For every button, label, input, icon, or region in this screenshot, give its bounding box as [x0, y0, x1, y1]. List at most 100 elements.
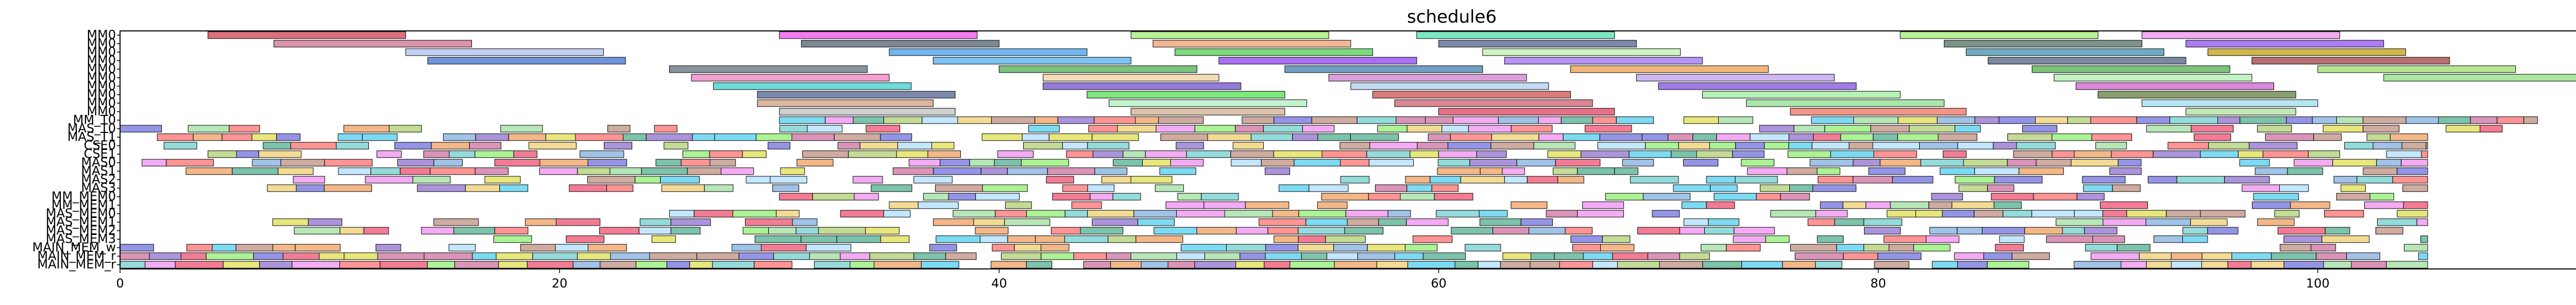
task-bar	[556, 218, 601, 226]
task-bar	[738, 252, 774, 260]
task-bar	[1614, 167, 1638, 175]
task-bar	[1597, 142, 1646, 149]
task-bar	[1954, 125, 1981, 132]
task-bar	[1897, 116, 1938, 124]
task-bar	[1298, 235, 1326, 243]
task-bar	[318, 252, 345, 260]
task-bar	[1180, 244, 1227, 251]
task-bar	[2200, 210, 2246, 217]
task-bar	[2095, 142, 2127, 149]
task-bar	[2274, 210, 2300, 217]
task-bar	[1765, 235, 1790, 243]
task-bar	[1602, 235, 1631, 243]
task-bar	[1317, 201, 1348, 209]
task-bar	[259, 261, 293, 268]
task-bar	[2074, 210, 2104, 217]
task-bar	[308, 218, 343, 226]
task-bar	[935, 184, 983, 192]
row-label: MM0	[87, 104, 116, 118]
task-bar	[1879, 159, 1921, 166]
task-bar	[929, 244, 957, 251]
task-bar	[469, 142, 502, 149]
task-bar	[1087, 184, 1115, 192]
task-bar	[2377, 218, 2417, 226]
task-bar	[1706, 201, 1735, 209]
task-bar	[1066, 150, 1094, 158]
task-bar	[2308, 150, 2340, 158]
task-bar	[779, 193, 813, 200]
task-bar	[2389, 133, 2428, 141]
task-bar	[1592, 261, 1618, 268]
task-bar	[801, 235, 837, 243]
task-bar	[670, 218, 711, 226]
task-bar	[1298, 227, 1345, 234]
task-bar	[1416, 31, 1615, 39]
task-bar	[1201, 193, 1239, 200]
task-bar	[1290, 261, 1335, 268]
task-bar	[1824, 125, 1871, 132]
task-bar	[1864, 227, 1901, 234]
task-bar	[377, 150, 402, 158]
task-bar	[587, 159, 628, 166]
task-bar	[1265, 252, 1302, 260]
task-bar	[2403, 201, 2428, 209]
task-bar	[853, 176, 883, 183]
task-bar	[2031, 210, 2075, 217]
task-bar	[1113, 159, 1143, 166]
task-bar	[1130, 31, 1329, 39]
task-bar	[1658, 82, 1857, 90]
task-bar	[933, 57, 1131, 64]
task-bar	[1840, 133, 1874, 141]
task-bar	[622, 133, 647, 141]
task-bar	[709, 150, 743, 158]
task-bar	[251, 133, 277, 141]
task-bar	[2262, 150, 2309, 158]
task-bar	[1007, 235, 1036, 243]
task-bar	[2185, 40, 2384, 47]
task-bar	[166, 159, 214, 166]
task-bar	[1790, 108, 1967, 115]
row-label: MAIN_MEM_r	[37, 248, 116, 263]
task-bar	[1417, 142, 1448, 149]
task-bar	[1504, 176, 1528, 183]
task-bar	[529, 142, 577, 149]
task-bar	[754, 235, 802, 243]
task-bar	[1479, 210, 1508, 217]
task-bar	[1035, 235, 1065, 243]
task-bar	[1818, 176, 1854, 183]
task-bar	[1931, 261, 1958, 268]
task-bar	[880, 235, 910, 243]
task-bar	[1434, 193, 1473, 200]
x-tick-label: 100	[2306, 276, 2330, 291]
task-bar	[2067, 116, 2091, 124]
task-bar	[1447, 142, 1492, 149]
task-bar	[513, 150, 537, 158]
task-bar	[2231, 252, 2272, 260]
task-bar	[577, 167, 611, 175]
task-bar	[175, 261, 224, 268]
task-bar	[580, 150, 624, 158]
task-bar	[1622, 159, 1654, 166]
task-bar	[969, 159, 995, 166]
task-bar	[212, 244, 236, 251]
task-bar	[1764, 142, 1789, 149]
task-bar	[1294, 159, 1341, 166]
task-bar	[2283, 261, 2324, 268]
task-bar	[1057, 116, 1095, 124]
task-bar	[1026, 210, 1065, 217]
task-bar	[1974, 116, 1999, 124]
task-bar	[157, 133, 194, 141]
task-bar	[1726, 244, 1761, 251]
task-bar	[2191, 125, 2234, 132]
task-bar	[235, 244, 273, 251]
task-bar	[1944, 40, 2143, 47]
task-bar	[1298, 210, 1346, 217]
task-bar	[484, 176, 521, 183]
task-bar	[874, 261, 922, 268]
task-bar	[1407, 261, 1455, 268]
task-bar	[1527, 176, 1558, 183]
row-label: MM0	[87, 44, 116, 59]
task-bar	[2109, 167, 2142, 175]
task-bar	[2033, 193, 2077, 200]
row-label: MAS2	[81, 172, 116, 187]
